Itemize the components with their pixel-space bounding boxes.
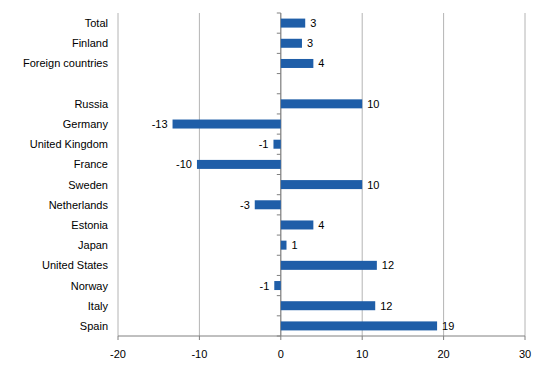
grid-line (443, 13, 444, 336)
data-label: -3 (240, 199, 250, 211)
category-label: Netherlands (49, 199, 109, 211)
tick-label: 20 (437, 348, 449, 360)
bar (281, 59, 314, 68)
data-label: 3 (307, 37, 313, 49)
data-label: 12 (382, 259, 394, 271)
tick-label: 30 (519, 348, 531, 360)
bar (255, 200, 281, 209)
bar (281, 99, 362, 108)
category-label: Spain (80, 320, 108, 332)
category-label: United Kingdom (30, 138, 108, 150)
tick-mark (525, 336, 526, 340)
data-label: -13 (152, 118, 168, 130)
category-label: Norway (71, 280, 109, 292)
category-tick (277, 336, 281, 337)
tick-mark (362, 336, 363, 340)
grid-line (525, 13, 526, 336)
data-label: -1 (260, 280, 270, 292)
category-tick (277, 214, 281, 215)
category-tick (277, 154, 281, 155)
tick-mark (443, 336, 444, 340)
grid-line (199, 13, 200, 336)
data-label: 1 (291, 239, 297, 251)
category-tick (277, 53, 281, 54)
tick-mark (199, 336, 200, 340)
data-label: 4 (318, 57, 324, 69)
bar (281, 301, 375, 310)
category-label: Italy (88, 300, 109, 312)
category-tick (277, 275, 281, 276)
grid-line (118, 13, 119, 336)
tick-label: 10 (356, 348, 368, 360)
tick-label: -20 (110, 348, 126, 360)
bar (281, 241, 287, 250)
category-label: United States (42, 259, 109, 271)
grid-line (362, 13, 363, 336)
category-label: Finland (72, 37, 108, 49)
category-tick (277, 194, 281, 195)
bar (281, 180, 362, 189)
data-label: 19 (442, 320, 454, 332)
bar (273, 140, 280, 149)
bars (173, 19, 438, 331)
category-tick (277, 295, 281, 296)
category-tick (277, 255, 281, 256)
category-label: Sweden (68, 179, 108, 191)
data-label: 10 (367, 98, 379, 110)
category-tick (277, 113, 281, 114)
data-label: 4 (318, 219, 324, 231)
bar (281, 321, 437, 330)
tick-mark (280, 336, 281, 340)
category-label: Japan (78, 239, 108, 251)
category-tick (277, 73, 281, 74)
category-tick (277, 93, 281, 94)
bar (173, 120, 281, 129)
tick-label: -10 (191, 348, 207, 360)
category-tick (277, 33, 281, 34)
data-label: -10 (176, 158, 192, 170)
data-label: 12 (380, 300, 392, 312)
x-axis (118, 336, 525, 337)
bar (197, 160, 281, 169)
category-tick (277, 235, 281, 236)
category-label: Total (85, 17, 108, 29)
bar (281, 39, 302, 48)
bar (274, 281, 281, 290)
bar (281, 220, 314, 229)
category-tick (277, 134, 281, 135)
category-label: Estonia (71, 219, 109, 231)
chart: -20 -10 0 10 20 30 Total Finland Foreign countri… (0, 0, 546, 376)
category-tick (277, 174, 281, 175)
data-label: 10 (367, 179, 379, 191)
bar (281, 261, 377, 270)
tick-mark (118, 336, 119, 340)
category-label: Foreign countries (23, 57, 108, 69)
category-tick (277, 13, 281, 14)
category-label: France (74, 158, 108, 170)
category-tick (277, 315, 281, 316)
category-label: Russia (74, 98, 109, 110)
tick-label: 0 (278, 348, 284, 360)
data-label: 3 (310, 17, 316, 29)
bar (281, 19, 305, 28)
category-label: Germany (63, 118, 109, 130)
data-label: -1 (259, 138, 269, 150)
